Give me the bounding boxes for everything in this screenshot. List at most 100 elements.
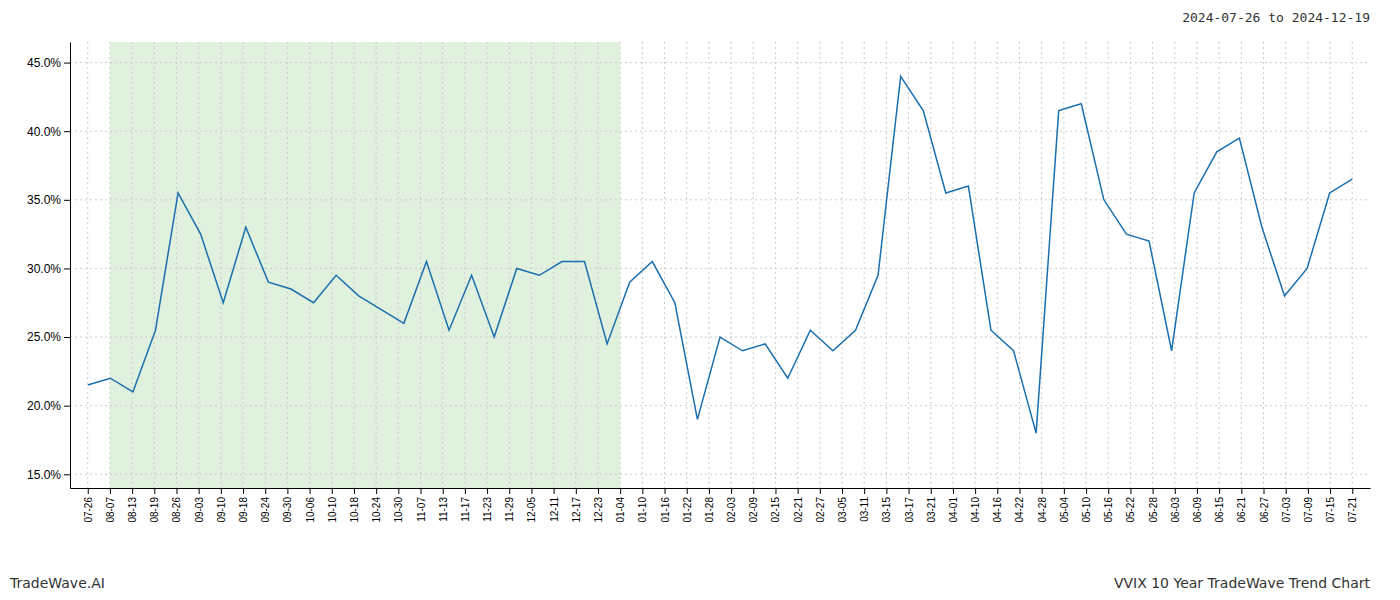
y-tick-mark bbox=[64, 268, 70, 269]
x-tick: 01-22 bbox=[682, 488, 693, 523]
x-tick-label: 09-24 bbox=[260, 497, 271, 523]
x-tick: 02-27 bbox=[815, 488, 826, 523]
grid-line-x bbox=[198, 42, 199, 488]
x-tick: 07-09 bbox=[1303, 488, 1314, 523]
grid-line-x bbox=[708, 42, 709, 488]
x-tick: 06-15 bbox=[1214, 488, 1225, 523]
x-tick-mark bbox=[376, 488, 377, 494]
line-layer bbox=[88, 76, 1353, 433]
grid-line-x bbox=[376, 42, 377, 488]
x-tick-mark bbox=[221, 488, 222, 494]
x-tick-label: 04-22 bbox=[1014, 497, 1025, 523]
x-tick: 08-26 bbox=[171, 488, 182, 523]
grid-line-x bbox=[797, 42, 798, 488]
x-tick: 04-01 bbox=[948, 488, 959, 523]
grid-line-x bbox=[1352, 42, 1353, 488]
x-tick-mark bbox=[842, 488, 843, 494]
x-tick-label: 05-16 bbox=[1103, 497, 1114, 523]
grid-line-x bbox=[731, 42, 732, 488]
y-axis-line bbox=[70, 43, 71, 489]
x-tick-label: 05-10 bbox=[1081, 497, 1092, 523]
grid-line-x bbox=[952, 42, 953, 488]
grid-line-x bbox=[597, 42, 598, 488]
x-tick-label: 04-28 bbox=[1037, 497, 1048, 523]
x-tick-mark bbox=[1108, 488, 1109, 494]
x-tick-label: 03-17 bbox=[904, 497, 915, 523]
title: 2024-07-26 to 2024-12-19 bbox=[1182, 10, 1370, 25]
x-tick: 03-05 bbox=[837, 488, 848, 523]
grid-line-x bbox=[1130, 42, 1131, 488]
x-tick-mark bbox=[287, 488, 288, 494]
chart: 07-2608-0708-1308-1908-2609-0309-1009-18… bbox=[0, 0, 1400, 600]
x-tick-label: 11-13 bbox=[438, 497, 449, 522]
x-tick: 05-22 bbox=[1125, 488, 1136, 523]
y-tick-mark bbox=[64, 337, 70, 338]
x-tick-label: 04-10 bbox=[970, 497, 981, 523]
grid-line-x bbox=[243, 42, 244, 488]
x-tick-label: 08-13 bbox=[127, 497, 138, 523]
x-tick-mark bbox=[398, 488, 399, 494]
x-tick-label: 10-06 bbox=[305, 497, 316, 523]
grid-line-x bbox=[1041, 42, 1042, 488]
x-tick: 04-28 bbox=[1037, 488, 1048, 523]
x-tick: 09-10 bbox=[216, 488, 227, 523]
x-tick-label: 10-18 bbox=[349, 497, 360, 523]
annotation: VVIX 10 Year TradeWave Trend Chart bbox=[1114, 575, 1371, 591]
grid-line-x bbox=[353, 42, 354, 488]
grid-line-x bbox=[176, 42, 177, 488]
y-tick-mark bbox=[64, 200, 70, 201]
x-tick-label: 06-15 bbox=[1214, 497, 1225, 523]
x-tick-mark bbox=[110, 488, 111, 494]
grid-line-x bbox=[1174, 42, 1175, 488]
grid-line-x bbox=[398, 42, 399, 488]
grid-line-y bbox=[70, 405, 1370, 406]
x-tick-mark bbox=[997, 488, 998, 494]
x-tick-mark bbox=[176, 488, 177, 494]
x-tick-mark bbox=[709, 488, 710, 494]
x-tick-label: 07-21 bbox=[1347, 497, 1358, 523]
x-tick-mark bbox=[132, 488, 133, 494]
grid-line-x bbox=[908, 42, 909, 488]
x-tick: 11-07 bbox=[416, 488, 427, 522]
grid-line-x bbox=[819, 42, 820, 488]
x-tick-mark bbox=[243, 488, 244, 494]
grid-line-x bbox=[620, 42, 621, 488]
x-tick-mark bbox=[864, 488, 865, 494]
x-tick: 11-17 bbox=[460, 488, 471, 522]
x-tick-label: 09-10 bbox=[216, 497, 227, 523]
x-tick-mark bbox=[531, 488, 532, 494]
x-tick-label: 03-15 bbox=[881, 497, 892, 523]
grid-line-x bbox=[1196, 42, 1197, 488]
x-tick-mark bbox=[1352, 488, 1353, 494]
grid-line-x bbox=[1330, 42, 1331, 488]
grid-line-x bbox=[553, 42, 554, 488]
y-axis: 15.0%20.0%25.0%30.0%35.0%40.0%45.0% bbox=[27, 43, 71, 489]
grid-line-x bbox=[753, 42, 754, 488]
data-line bbox=[88, 76, 1353, 433]
x-tick-mark bbox=[465, 488, 466, 494]
x-tick: 09-18 bbox=[238, 488, 249, 523]
shade-layer bbox=[110, 42, 620, 488]
y-tick-label: 40.0% bbox=[27, 125, 61, 139]
grid-line-x bbox=[775, 42, 776, 488]
x-tick: 05-04 bbox=[1059, 488, 1070, 523]
x-tick: 09-30 bbox=[282, 488, 293, 523]
grid-line-x bbox=[87, 42, 88, 488]
y-tick: 45.0% bbox=[27, 56, 70, 70]
y-tick: 40.0% bbox=[27, 125, 70, 139]
x-tick: 06-09 bbox=[1192, 488, 1203, 523]
y-tick: 15.0% bbox=[27, 468, 70, 482]
x-tick-label: 01-10 bbox=[637, 497, 648, 523]
x-tick: 12-05 bbox=[526, 488, 537, 523]
x-tick-mark bbox=[332, 488, 333, 494]
grid-line-x bbox=[864, 42, 865, 488]
x-tick-label: 12-11 bbox=[549, 497, 560, 522]
x-tick-label: 07-26 bbox=[83, 497, 94, 523]
x-tick-mark bbox=[554, 488, 555, 494]
x-tick-label: 06-03 bbox=[1170, 497, 1181, 523]
y-tick-label: 20.0% bbox=[27, 399, 61, 413]
grid-line-x bbox=[997, 42, 998, 488]
x-tick-label: 09-30 bbox=[282, 497, 293, 523]
grid-line-x bbox=[842, 42, 843, 488]
x-tick: 10-10 bbox=[327, 488, 338, 523]
